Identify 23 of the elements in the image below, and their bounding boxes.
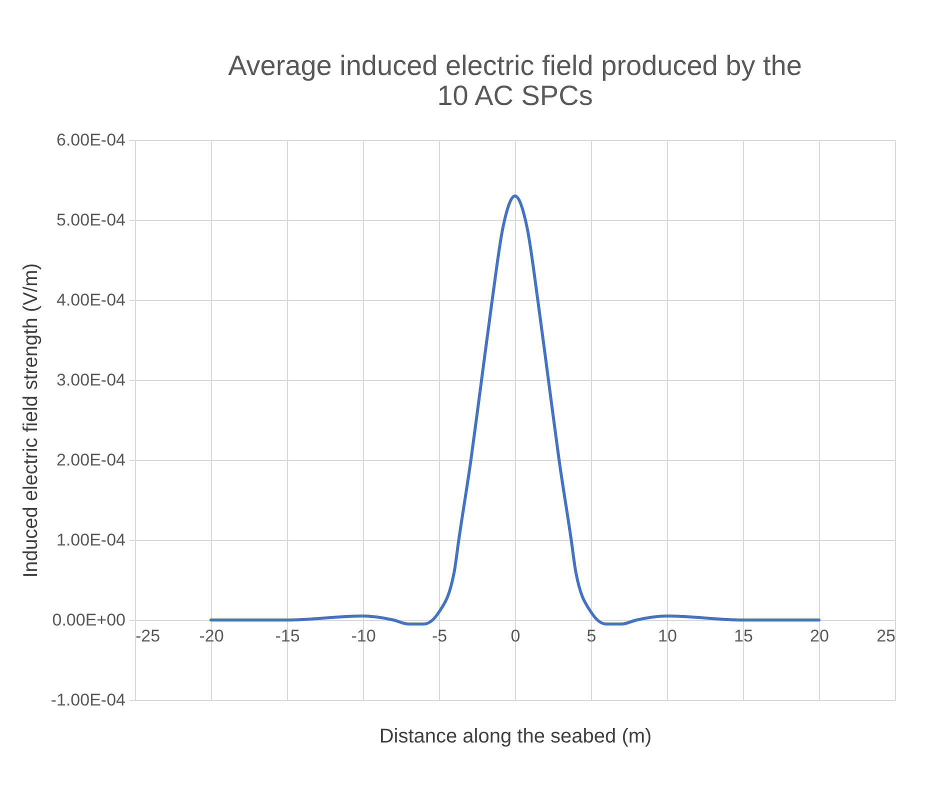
x-tick-label: 25 [876,626,896,646]
x-tick-label: -10 [351,626,376,646]
y-tick-label: 2.00E-04 [56,450,126,470]
chart-title: Average induced electric field produced by the 10 AC SPCs [228,50,802,111]
y-tick-label: 1.00E-04 [56,530,126,550]
x-tick-label: -25 [136,626,160,646]
line-series [210,194,820,626]
x-tick-label: 20 [810,626,829,646]
x-tick-label: -15 [275,626,300,646]
y-tick-label: 6.00E-04 [56,130,126,150]
x-tick-label: 15 [734,626,753,646]
x-tick-label: 0 [510,626,520,646]
x-tick-label: -20 [199,626,224,646]
x-tick-label: 10 [658,626,677,646]
y-axis-title: Induced electric field strength (V/m) [20,263,42,578]
x-tick-label: 5 [586,626,596,646]
y-tick-label: 3.00E-04 [56,370,126,390]
x-tick-label: -5 [432,626,448,646]
y-tick-label: 5.00E-04 [56,210,126,230]
x-axis-title: Distance along the seabed (m) [379,726,652,748]
y-tick-label: -1.00E-04 [50,690,126,710]
y-tick-label: 0.00E+00 [52,610,126,630]
y-tick-label: 4.00E-04 [56,290,126,310]
